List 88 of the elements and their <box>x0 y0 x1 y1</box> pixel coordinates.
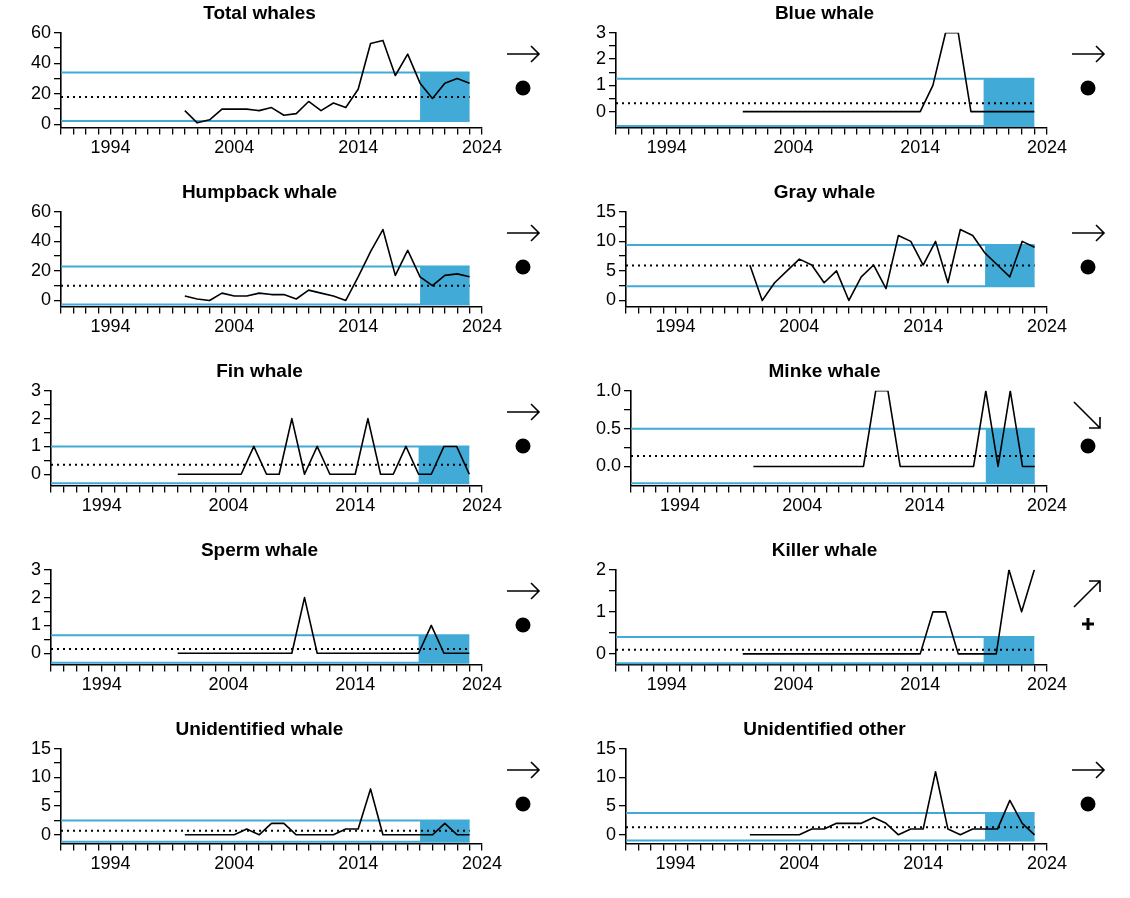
y-tick-label: 15 <box>595 200 617 221</box>
x-tick-label: 2024 <box>461 316 502 337</box>
x-tick-label: 2014 <box>904 495 945 516</box>
x-tick-label: 1994 <box>655 316 696 337</box>
y-tick-label: 2 <box>31 407 42 428</box>
y-tick-label: 5 <box>606 259 617 280</box>
chart-title: Blue whale <box>774 1 875 23</box>
chart-title: Humpback whale <box>181 180 338 202</box>
chart-title: Total whales <box>203 1 316 23</box>
y-tick-label: 1 <box>31 614 42 635</box>
y-tick-label: 15 <box>30 737 52 758</box>
y-tick-label: 10 <box>30 766 52 787</box>
y-tick-label: 0 <box>596 100 607 121</box>
y-tick-label: 3 <box>31 379 42 400</box>
x-tick-label: 2024 <box>1026 316 1067 337</box>
chart-title: Minke whale <box>768 359 881 381</box>
y-tick-label: 0.5 <box>595 417 622 438</box>
y-tick-label: 20 <box>30 82 52 103</box>
x-tick-label: 2024 <box>1026 674 1067 695</box>
y-tick-label: 0 <box>606 823 617 844</box>
y-tick-label: 10 <box>595 766 617 787</box>
x-tick-label: 2024 <box>1026 495 1067 516</box>
x-tick-label: 1994 <box>655 853 696 874</box>
y-tick-label: 2 <box>596 48 607 69</box>
x-tick-label: 2024 <box>461 495 502 516</box>
chart-title: Killer whale <box>771 538 878 560</box>
x-tick-label: 2014 <box>900 674 941 695</box>
x-tick-label: 2014 <box>338 853 379 874</box>
x-tick-label: 2024 <box>1026 853 1067 874</box>
y-tick-label: 20 <box>30 259 52 280</box>
x-tick-label: 2004 <box>214 137 255 158</box>
y-tick-label: 0 <box>41 823 52 844</box>
y-tick-label: 0 <box>596 642 607 663</box>
x-tick-label: 2004 <box>779 316 820 337</box>
x-tick-label: 2004 <box>779 853 820 874</box>
y-tick-label: 1 <box>31 435 42 456</box>
x-tick-label: 1994 <box>646 137 687 158</box>
chart-title: Unidentified other <box>743 717 907 739</box>
y-tick-label: 15 <box>595 737 617 758</box>
chart-title: Sperm whale <box>200 538 319 560</box>
x-tick-label: 1994 <box>90 316 131 337</box>
y-tick-label: 1 <box>596 74 607 95</box>
x-tick-label: 2014 <box>900 137 941 158</box>
x-tick-label: 2004 <box>782 495 823 516</box>
chart-title: Gray whale <box>773 180 876 202</box>
y-tick-label: 0 <box>31 642 42 663</box>
x-tick-label: 2004 <box>208 674 249 695</box>
x-tick-label: 2014 <box>903 853 944 874</box>
y-tick-label: 1 <box>596 600 607 621</box>
x-tick-label: 2004 <box>214 853 255 874</box>
x-tick-label: 2024 <box>461 137 502 158</box>
y-tick-label: 5 <box>606 795 617 816</box>
x-tick-label: 1994 <box>646 674 687 695</box>
y-tick-label: 0 <box>41 113 52 134</box>
y-tick-label: 1.0 <box>595 379 622 400</box>
y-tick-label: 40 <box>30 52 52 73</box>
y-tick-label: 40 <box>30 230 52 251</box>
y-tick-label: 2 <box>596 558 607 579</box>
y-tick-label: 10 <box>595 230 617 251</box>
y-tick-label: 3 <box>596 21 607 42</box>
x-tick-label: 2004 <box>214 316 255 337</box>
y-tick-label: 0 <box>31 463 42 484</box>
y-tick-label: 5 <box>41 795 52 816</box>
x-tick-label: 1994 <box>90 853 131 874</box>
x-tick-label: 2014 <box>338 316 379 337</box>
x-tick-label: 2024 <box>461 674 502 695</box>
x-tick-label: 2004 <box>773 674 814 695</box>
chart-title: Fin whale <box>216 359 303 381</box>
x-tick-label: 2014 <box>903 316 944 337</box>
x-tick-label: 2024 <box>1026 137 1067 158</box>
x-tick-label: 2004 <box>208 495 249 516</box>
x-tick-label: 1994 <box>81 674 122 695</box>
x-tick-label: 1994 <box>90 137 131 158</box>
y-tick-label: 0 <box>41 289 52 310</box>
x-tick-label: 2014 <box>338 137 379 158</box>
y-tick-label: 3 <box>31 558 42 579</box>
x-tick-label: 1994 <box>81 495 122 516</box>
x-tick-label: 2024 <box>461 853 502 874</box>
y-tick-label: 0 <box>606 289 617 310</box>
y-tick-label: 60 <box>30 200 52 221</box>
x-tick-label: 2014 <box>335 495 376 516</box>
y-tick-label: 0.0 <box>595 455 622 476</box>
x-tick-label: 2004 <box>773 137 814 158</box>
x-tick-label: 1994 <box>659 495 700 516</box>
chart-title: Unidentified whale <box>175 717 344 739</box>
y-tick-label: 60 <box>30 21 52 42</box>
y-tick-label: 2 <box>31 586 42 607</box>
x-tick-label: 2014 <box>335 674 376 695</box>
